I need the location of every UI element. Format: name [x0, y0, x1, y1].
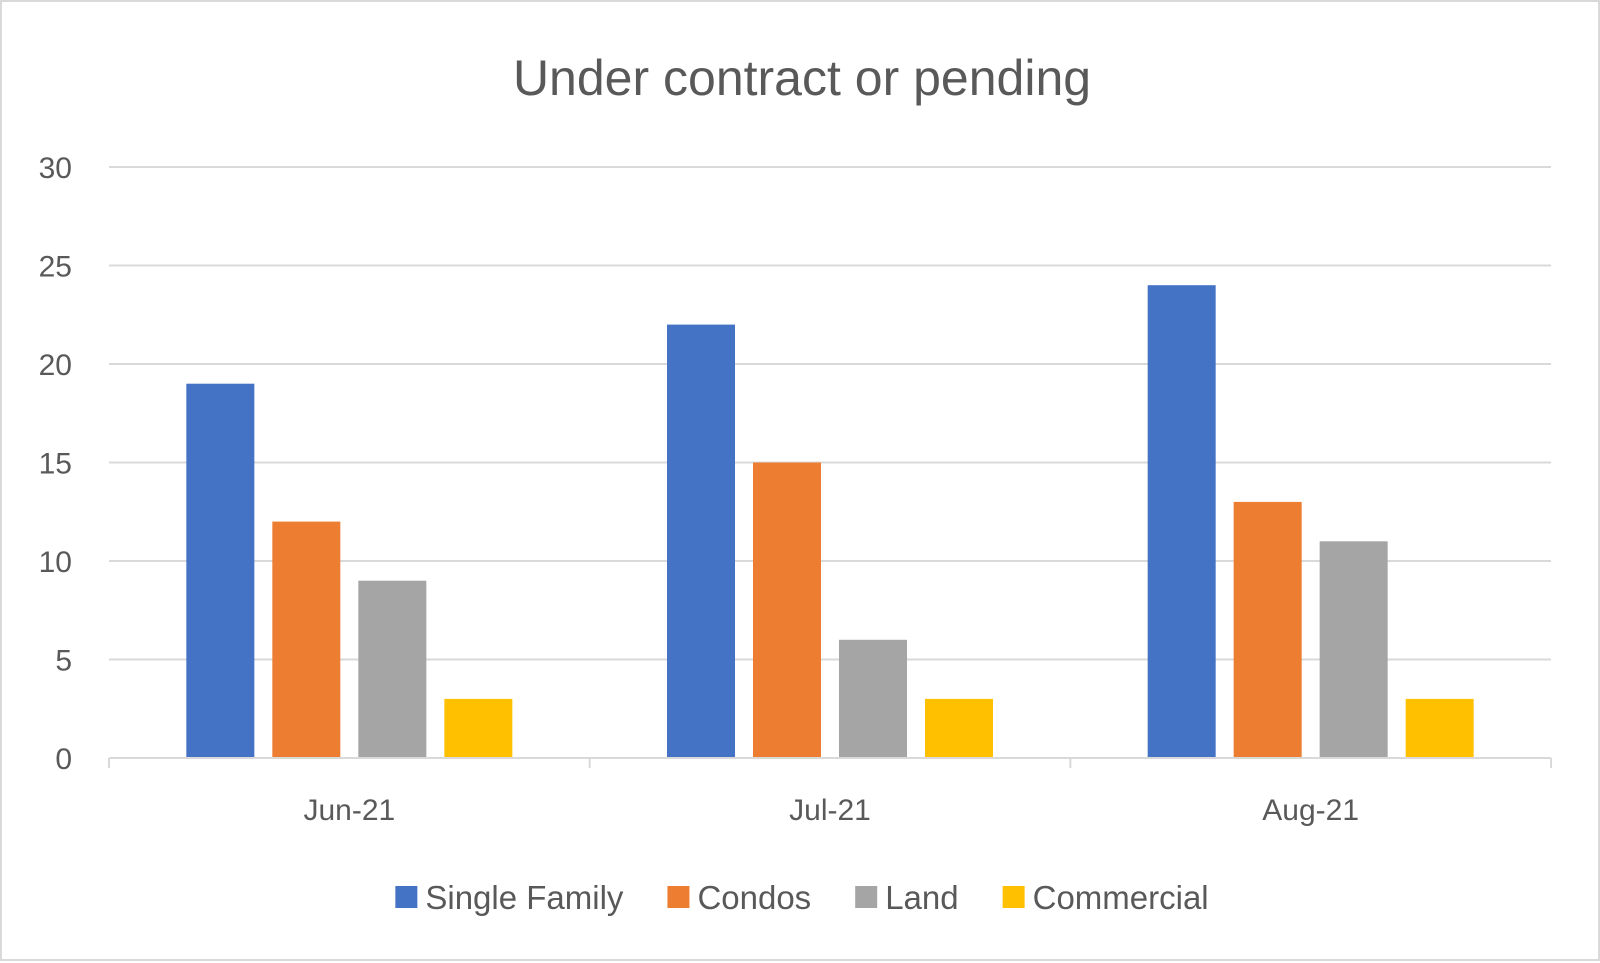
bar	[1319, 541, 1388, 758]
y-axis-ticks: 0 5 10 15 20 25 30	[39, 152, 72, 776]
bar	[667, 324, 735, 758]
y-tick-label: 10	[39, 546, 72, 579]
legend-swatch	[855, 886, 878, 908]
x-tick-label: Jul-21	[789, 794, 871, 827]
legend-swatch	[667, 886, 690, 908]
bar	[272, 521, 341, 758]
legend: Single Family Condos Land Commercial	[395, 879, 1209, 916]
bar	[1147, 285, 1216, 758]
x-axis: Jun-21 Jul-21 Aug-21	[108, 757, 1552, 827]
bar	[753, 462, 821, 758]
legend-swatch	[395, 886, 418, 908]
bar	[1233, 501, 1302, 758]
bar	[358, 580, 427, 758]
y-tick-label: 30	[39, 152, 72, 185]
bar	[186, 383, 255, 758]
y-tick-label: 15	[39, 448, 72, 481]
legend-label: Commercial	[1033, 879, 1209, 916]
y-tick-label: 0	[55, 743, 72, 776]
bars	[186, 285, 1474, 758]
bar	[839, 639, 907, 758]
legend-swatch	[1002, 886, 1025, 908]
y-tick-label: 25	[39, 251, 72, 284]
x-tick-label: Jun-21	[303, 794, 395, 827]
legend-label: Condos	[697, 879, 811, 916]
bar	[925, 698, 993, 758]
y-tick-label: 20	[39, 349, 72, 382]
legend-label: Single Family	[425, 879, 624, 916]
gridlines	[109, 166, 1551, 661]
legend-label: Land	[885, 879, 958, 916]
chart-title: Under contract or pending	[513, 50, 1091, 106]
bar	[444, 698, 513, 758]
x-tick-label: Aug-21	[1262, 794, 1359, 827]
bar	[1405, 698, 1474, 758]
y-tick-label: 5	[55, 645, 72, 678]
